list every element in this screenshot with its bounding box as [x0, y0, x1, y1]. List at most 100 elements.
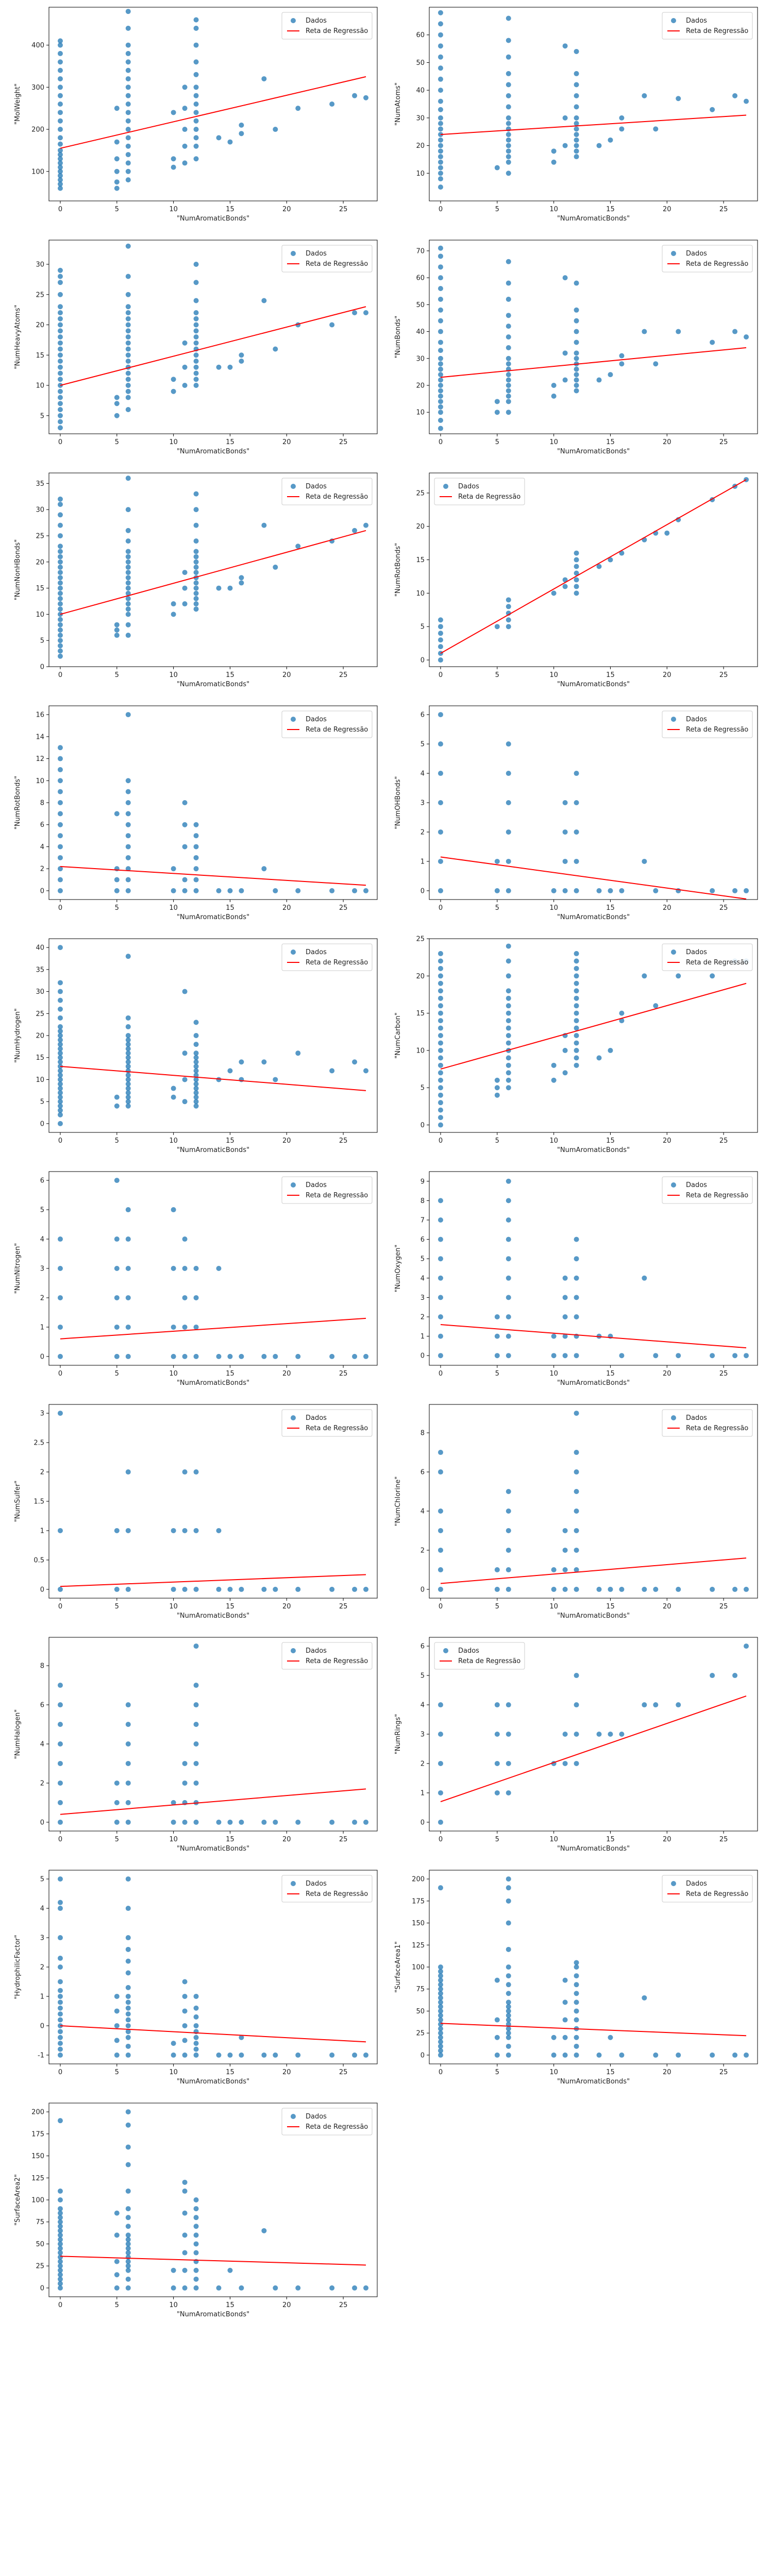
data-point — [596, 2052, 602, 2058]
data-point — [193, 280, 199, 285]
data-point — [125, 888, 131, 893]
data-point — [438, 388, 443, 394]
y-tick-label: 10 — [36, 382, 44, 390]
data-point — [125, 606, 131, 612]
y-tick-label: 0 — [40, 1819, 44, 1826]
legend-label-line: Reta de Regressão — [306, 493, 368, 501]
data-point — [57, 811, 63, 817]
data-point — [352, 1586, 358, 1592]
data-point — [57, 606, 63, 612]
x-tick-label: 25 — [339, 2301, 348, 2309]
data-point — [57, 352, 63, 358]
data-point — [438, 712, 443, 718]
y-tick-label: 5 — [40, 412, 44, 420]
data-point — [57, 310, 63, 315]
data-point — [562, 800, 568, 805]
data-point — [710, 107, 715, 112]
x-tick-label: 15 — [606, 1836, 615, 1843]
data-point — [562, 275, 568, 281]
data-point — [57, 50, 63, 56]
data-point — [57, 328, 63, 334]
data-point — [171, 2041, 176, 2046]
plot-frame — [429, 938, 758, 1133]
data-point — [574, 2017, 579, 2023]
data-point — [438, 98, 443, 104]
data-point — [506, 1003, 511, 1009]
data-point — [596, 888, 602, 893]
data-point — [125, 585, 131, 591]
y-tick-label: 1 — [40, 1527, 44, 1535]
data-point — [193, 554, 199, 560]
y-tick-label: 10 — [416, 590, 425, 598]
x-tick-label: 15 — [226, 2069, 234, 2076]
data-point — [352, 528, 358, 533]
data-point — [438, 32, 443, 38]
data-point — [193, 522, 199, 528]
data-point — [125, 1702, 131, 1708]
data-point — [193, 559, 199, 565]
legend-box — [662, 245, 753, 273]
data-point — [506, 1070, 511, 1076]
data-point — [506, 2013, 511, 2018]
data-point — [125, 1046, 131, 1052]
data-point — [182, 877, 188, 883]
data-point — [182, 1469, 188, 1475]
data-point — [57, 1236, 63, 1242]
data-point — [114, 1353, 120, 1359]
y-tick-label: 6 — [40, 1177, 44, 1185]
x-tick-label: 5 — [115, 1137, 119, 1145]
legend-label-line: Reta de Regressão — [306, 1425, 368, 1432]
data-point — [506, 1077, 511, 1083]
x-tick-label: 5 — [495, 206, 499, 213]
data-point — [438, 2043, 443, 2049]
data-point — [57, 601, 63, 607]
data-point — [125, 359, 131, 364]
data-point — [114, 877, 120, 883]
data-point — [114, 1236, 120, 1242]
data-point — [506, 1982, 511, 1988]
data-point — [506, 988, 511, 994]
data-point — [57, 2011, 63, 2017]
data-point — [193, 2215, 199, 2221]
x-tick-label: 0 — [58, 1370, 62, 1378]
data-point — [438, 1010, 443, 1016]
data-point — [676, 329, 681, 334]
data-point — [506, 399, 511, 404]
data-point — [193, 377, 199, 382]
data-point — [438, 245, 443, 251]
data-point — [57, 59, 63, 65]
data-point — [619, 361, 625, 367]
data-point — [182, 2052, 188, 2058]
x-tick-label: 0 — [439, 438, 443, 446]
y-tick-label: 1 — [421, 858, 425, 866]
legend-box — [281, 12, 373, 40]
data-point — [273, 127, 278, 132]
scatter-panel-2: 0 5 10 15 20 25 10 20 30 40 50 60 "NumAromaticBonds"… — [385, 4, 767, 241]
y-tick-label: 6 — [421, 1236, 425, 1244]
data-point — [182, 2023, 188, 2028]
data-point — [125, 622, 131, 628]
data-point — [125, 2250, 131, 2256]
x-tick-label: 0 — [439, 1603, 443, 1611]
data-point — [642, 93, 647, 98]
data-point — [193, 606, 199, 612]
data-point — [114, 627, 120, 633]
data-point — [329, 2285, 335, 2291]
data-point — [114, 2210, 120, 2216]
data-point — [125, 1015, 131, 1021]
data-point — [363, 1586, 369, 1592]
chart-svg: 0 5 10 15 20 2505101520253035"NumAromaticBond… — [14, 472, 378, 688]
x-tick-label: 25 — [719, 1137, 728, 1145]
data-point — [551, 1062, 557, 1068]
data-point — [125, 1469, 131, 1475]
data-point — [125, 528, 131, 533]
data-point — [438, 1995, 443, 2001]
data-point — [182, 2188, 188, 2194]
data-point — [438, 1969, 443, 1974]
data-point — [506, 829, 511, 835]
data-point — [125, 322, 131, 328]
data-point — [438, 426, 443, 431]
data-point — [125, 1528, 131, 1533]
